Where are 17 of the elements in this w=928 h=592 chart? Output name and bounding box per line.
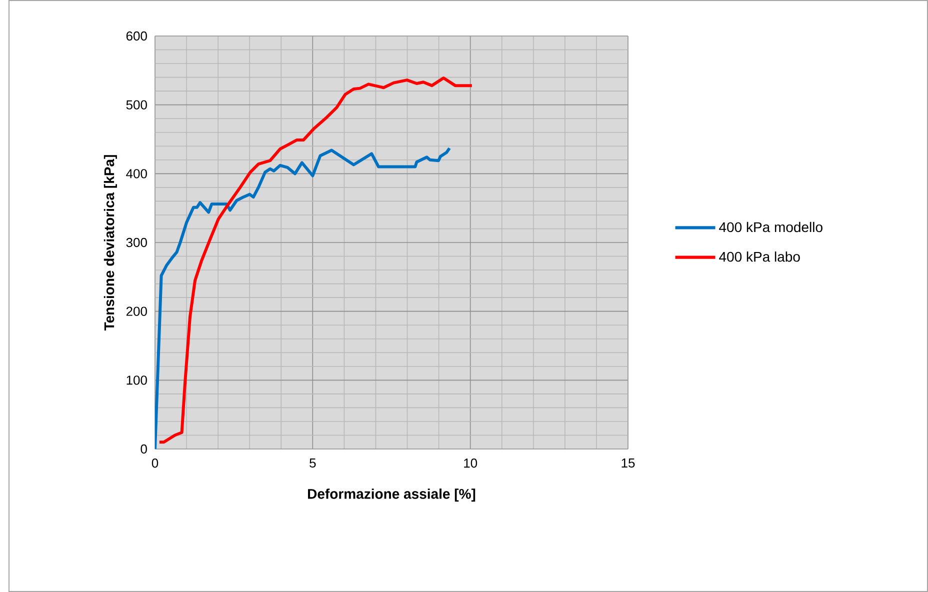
y-tick-label: 0 xyxy=(140,444,147,454)
y-tick-label: 200 xyxy=(126,306,147,316)
x-tick-label: 0 xyxy=(152,458,158,468)
y-tick-label: 300 xyxy=(126,238,147,248)
x-tick-label: 15 xyxy=(622,458,635,468)
legend-label: 400 kPa labo xyxy=(719,251,800,262)
y-axis-title: Tensione deviatorica [kPa] xyxy=(104,155,117,331)
x-axis-title: Deformazione assiale [%] xyxy=(308,488,476,502)
x-tick-label: 5 xyxy=(310,458,316,468)
line-series xyxy=(155,146,452,449)
y-tick-label: 500 xyxy=(126,100,147,110)
line-series xyxy=(158,76,474,444)
y-tick-label: 600 xyxy=(126,31,147,41)
x-tick-label: 10 xyxy=(464,458,478,468)
y-tick-label: 400 xyxy=(126,169,147,178)
legend-label: 400 kPa modello xyxy=(719,222,822,232)
y-tick-label: 100 xyxy=(126,376,147,385)
